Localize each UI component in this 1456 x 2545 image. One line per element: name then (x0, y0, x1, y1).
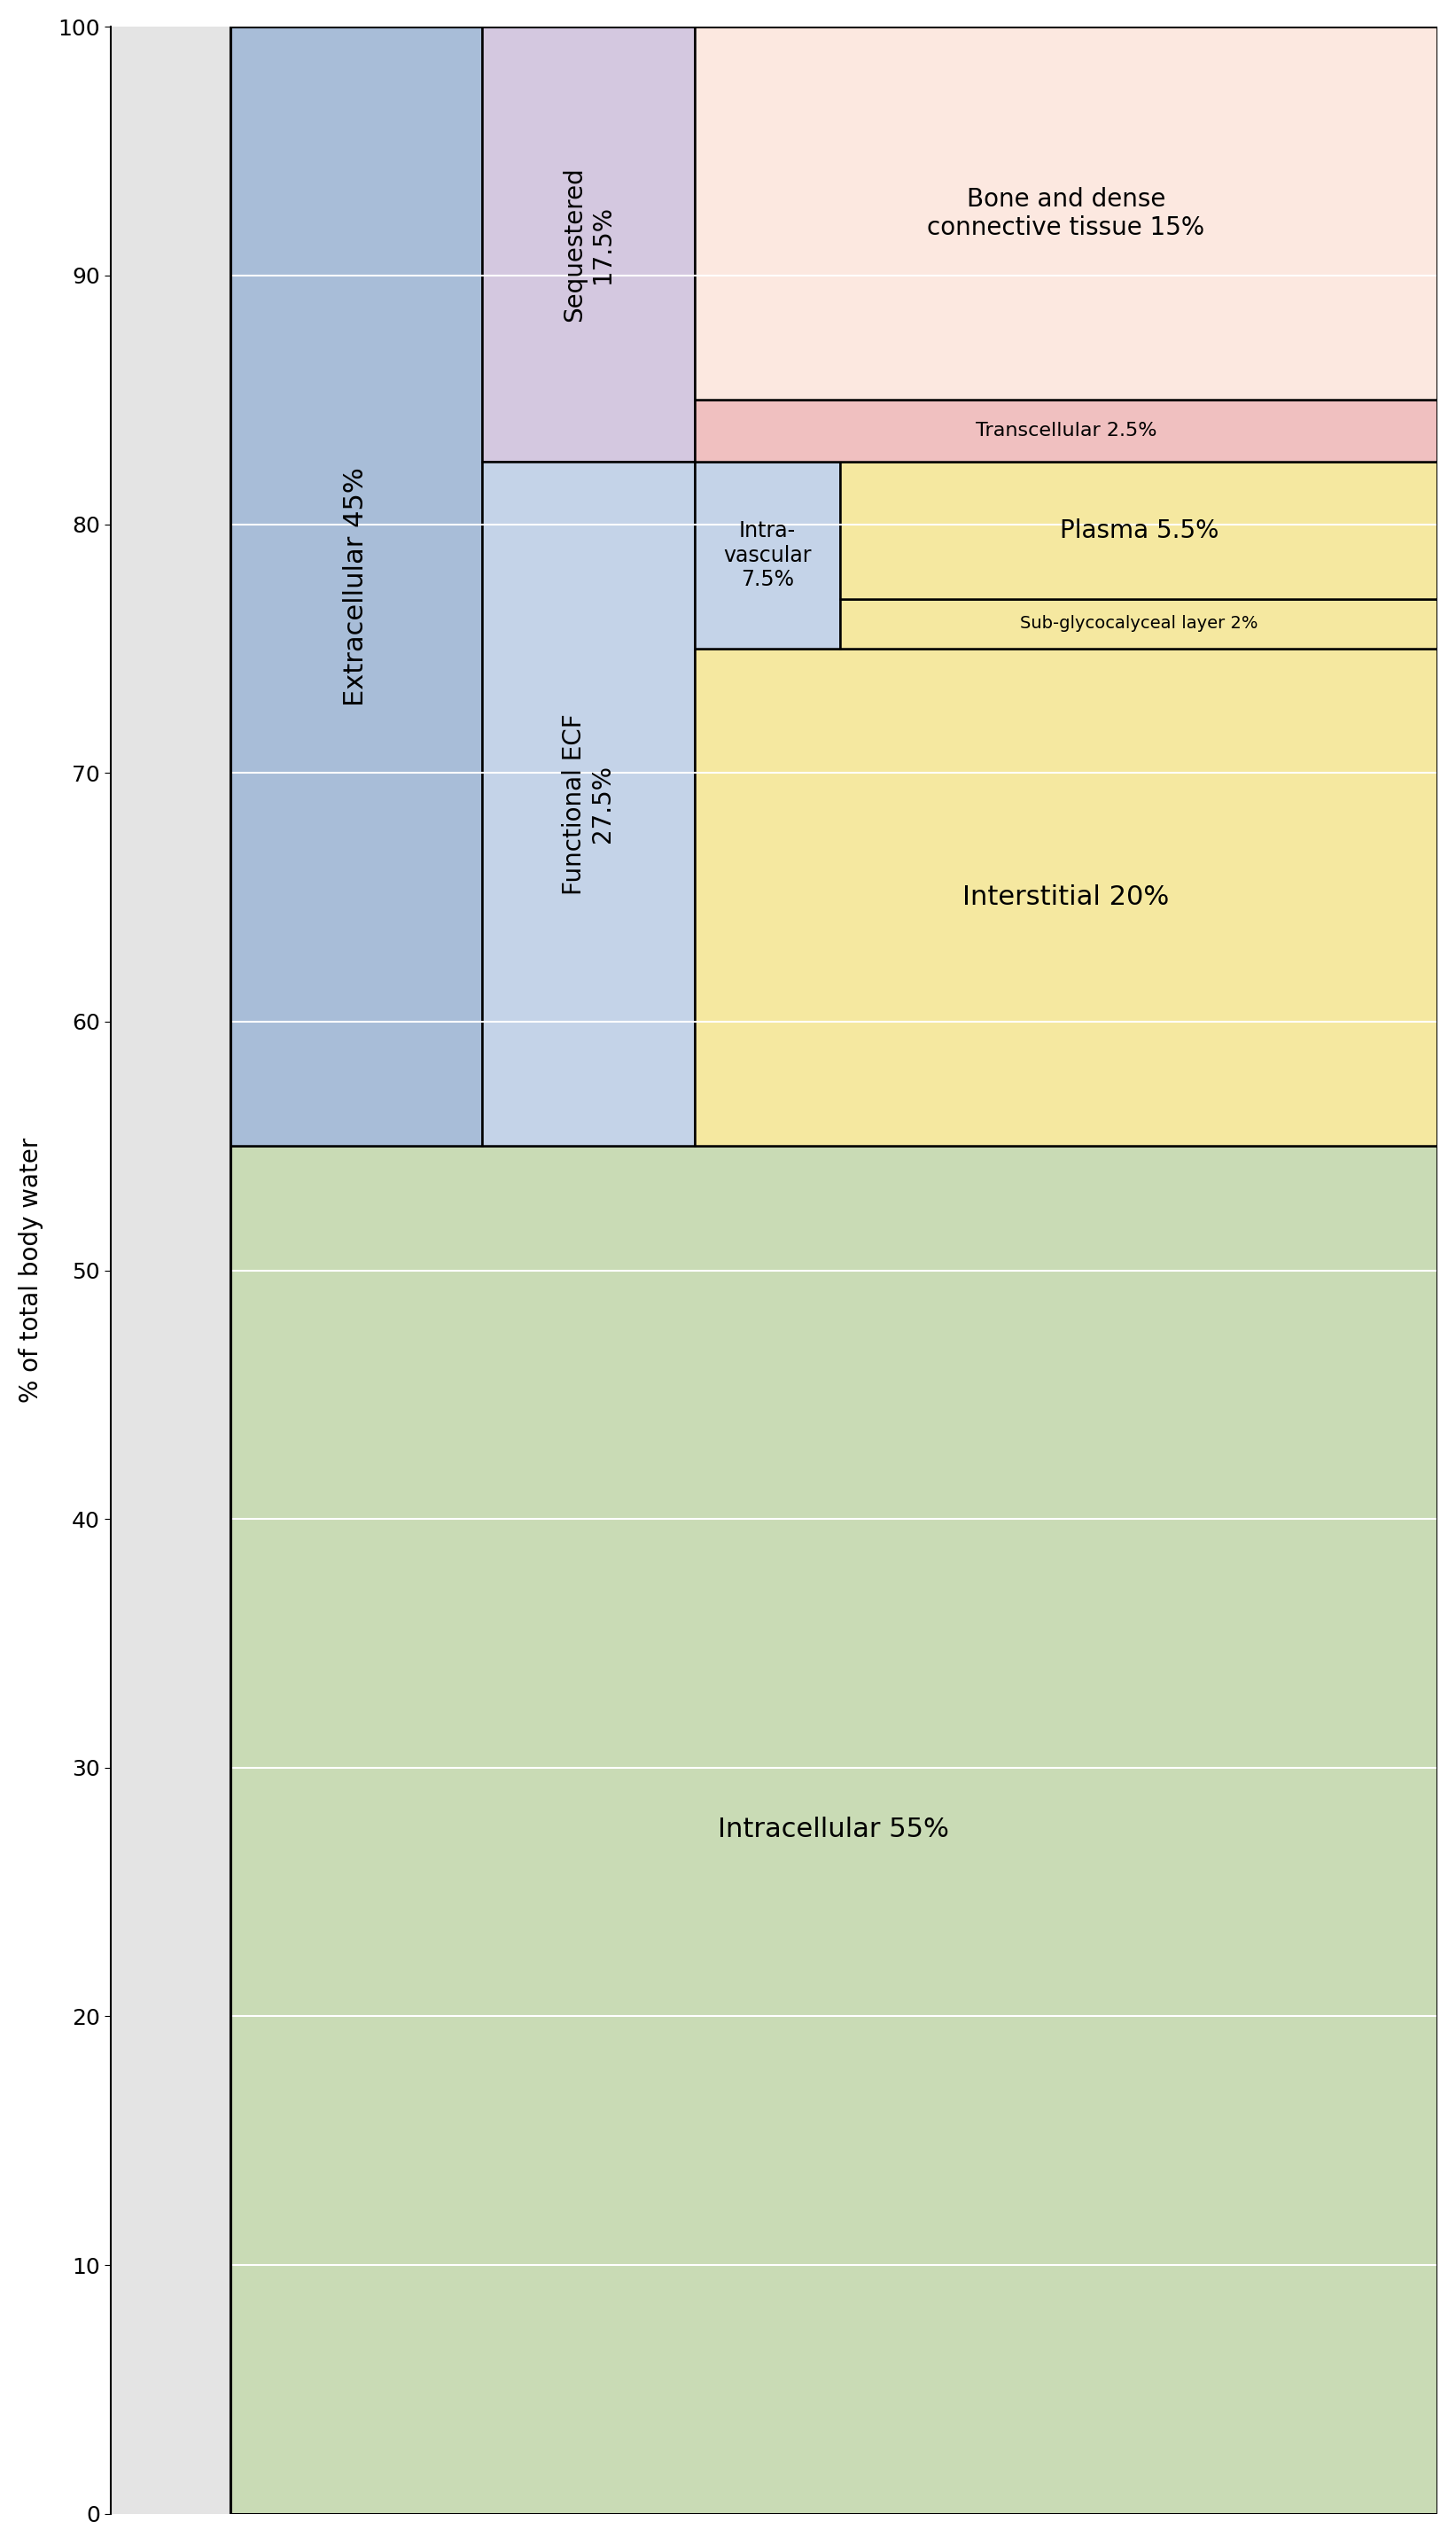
Bar (840, 463, 1437, 598)
Text: Sequestered
17.5%: Sequestered 17.5% (562, 168, 614, 321)
Bar (695, 28, 1437, 400)
Bar (695, 463, 840, 649)
Bar (230, 28, 482, 1145)
Text: Functional ECF
27.5%: Functional ECF 27.5% (562, 713, 614, 896)
Text: Intra-
vascular
7.5%: Intra- vascular 7.5% (724, 519, 811, 590)
Text: Transcellular 2.5%: Transcellular 2.5% (976, 422, 1156, 440)
Bar (111, 28, 230, 2514)
Text: Plasma 5.5%: Plasma 5.5% (1060, 519, 1219, 542)
Bar (482, 28, 695, 463)
Text: Extracellular 45%: Extracellular 45% (344, 466, 368, 705)
Bar (840, 598, 1437, 649)
Text: Intracellular 55%: Intracellular 55% (718, 1817, 949, 1843)
Text: Interstitial 20%: Interstitial 20% (962, 886, 1169, 911)
Bar (482, 463, 695, 1145)
Bar (695, 649, 1437, 1145)
Text: Bone and dense
connective tissue 15%: Bone and dense connective tissue 15% (927, 186, 1204, 239)
Text: Sub-glycocalyceal layer 2%: Sub-glycocalyceal layer 2% (1021, 616, 1258, 631)
Bar (695, 400, 1437, 463)
Bar (230, 1145, 1437, 2514)
Y-axis label: % of total body water: % of total body water (19, 1138, 44, 1402)
